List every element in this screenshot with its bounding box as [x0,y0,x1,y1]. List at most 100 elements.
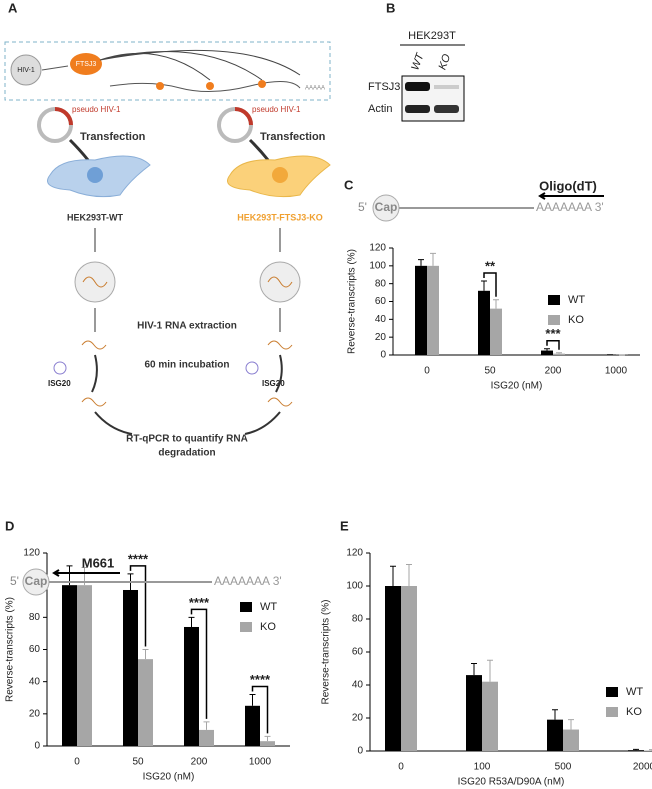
y-tick-label: 60 [375,296,387,307]
error-bar [649,749,652,751]
rna [109,81,301,93]
significance-bracket [129,565,147,647]
five-prime: 5' [358,200,367,214]
schematic: HIV-1 FTSJ3 AAAAA pseudo HIV-1 pseudo HI… [4,41,331,459]
significance-bracket [251,685,269,734]
legend-label: WT [626,686,643,698]
error-bar [264,735,271,742]
significance-label: *** [545,326,561,341]
y-tick-label: 120 [369,243,386,254]
significance-label: **** [250,672,271,687]
primer-label: M661 [82,555,115,570]
legend-swatch [606,707,618,717]
y-tick-label: 40 [29,676,41,687]
bar [490,308,502,355]
x-tick-label: 200 [191,757,208,768]
primer-arrow [538,192,604,200]
y-tick-label: 0 [34,741,40,752]
x-tick-label: 0 [398,762,404,773]
legend-label: WT [568,294,585,306]
primer-arrow [52,569,120,577]
x-axis-label: ISG20 (nM) [491,381,543,392]
error-bar [418,259,424,266]
y-axis-label: Reverse-transcripts (%) [5,597,16,702]
bar [553,353,565,355]
band-label: FTSJ3 [368,81,400,93]
frame [4,41,331,101]
error-bar [544,348,550,351]
virus-label: HIV-1 [17,67,35,74]
y-tick-label: 20 [375,332,387,343]
y-tick-label: 0 [357,746,363,757]
bar [77,585,92,746]
enzyme-label: FTSJ3 [76,61,97,68]
significance-bracket [546,340,560,350]
bar [260,741,275,746]
poly-a: AAAAA [305,86,325,92]
x-tick-label: 1000 [605,366,628,377]
x-tick-label: 0 [424,366,430,377]
band-label: Actin [368,103,392,115]
y-tick-label: 80 [29,612,41,623]
step-label: 60 min incubation [144,360,229,371]
bar [385,586,401,751]
bar [563,729,579,751]
legend-swatch [548,295,560,305]
error-bar [249,694,256,706]
y-tick-label: 0 [380,350,386,361]
lane-label: WT [409,51,427,72]
bar [482,681,498,751]
significance-label: **** [189,595,210,610]
y-tick-label: 40 [352,680,364,691]
bar [199,729,214,746]
y-tick-label: 60 [29,644,41,655]
panel-label: D [5,518,14,533]
error-bar [481,280,487,291]
panel-label: E [340,518,349,533]
step-label: RT-qPCR to quantify RNA [126,434,248,445]
step-label: Transfection [260,131,326,143]
significance-label: ** [485,258,496,273]
error-bar [142,649,149,660]
bar [401,586,417,751]
error-bar [203,721,210,730]
error-bar [430,252,436,266]
y-tick-label: 120 [23,548,40,559]
bar [184,626,199,746]
legend-swatch [548,315,560,325]
nuclease-label: ISG20 [262,379,285,388]
arrows [99,49,301,81]
virus-icon [10,54,42,86]
poly-a-tail: AAAAAAA 3' [536,200,604,214]
x-tick-label: 100 [474,762,491,773]
bar [628,750,644,751]
x-tick-label: 200 [545,366,562,377]
x-tick-label: 0 [74,757,80,768]
x-tick-label: 50 [484,366,496,377]
significance-bracket [483,272,497,297]
x-tick-label: 1000 [249,757,272,768]
legend-swatch [240,622,252,632]
error-bar [406,564,412,586]
bar [466,675,482,751]
error-bar [493,299,499,309]
cap-label: Cap [375,200,398,214]
x-tick-label: 2000 [633,762,652,773]
panel-label: A [8,0,18,15]
legend-label: KO [260,621,276,633]
panel-label: B [386,0,395,15]
legend-swatch [240,602,252,612]
western-blot: HEK293T WT KO FTSJ3 Actin [368,30,465,122]
significance-label: **** [128,551,149,566]
error-bar [390,565,396,586]
y-tick-label: 120 [346,548,363,559]
bar [138,659,153,746]
nuclease-label: ISG20 [48,379,71,388]
legend-label: KO [626,706,642,718]
panel-label: C [344,177,354,192]
error-bar [633,748,639,751]
y-tick-label: 20 [352,713,364,724]
x-axis-label: ISG20 (nM) [143,772,195,783]
cell-line: HEK293T [408,30,456,42]
